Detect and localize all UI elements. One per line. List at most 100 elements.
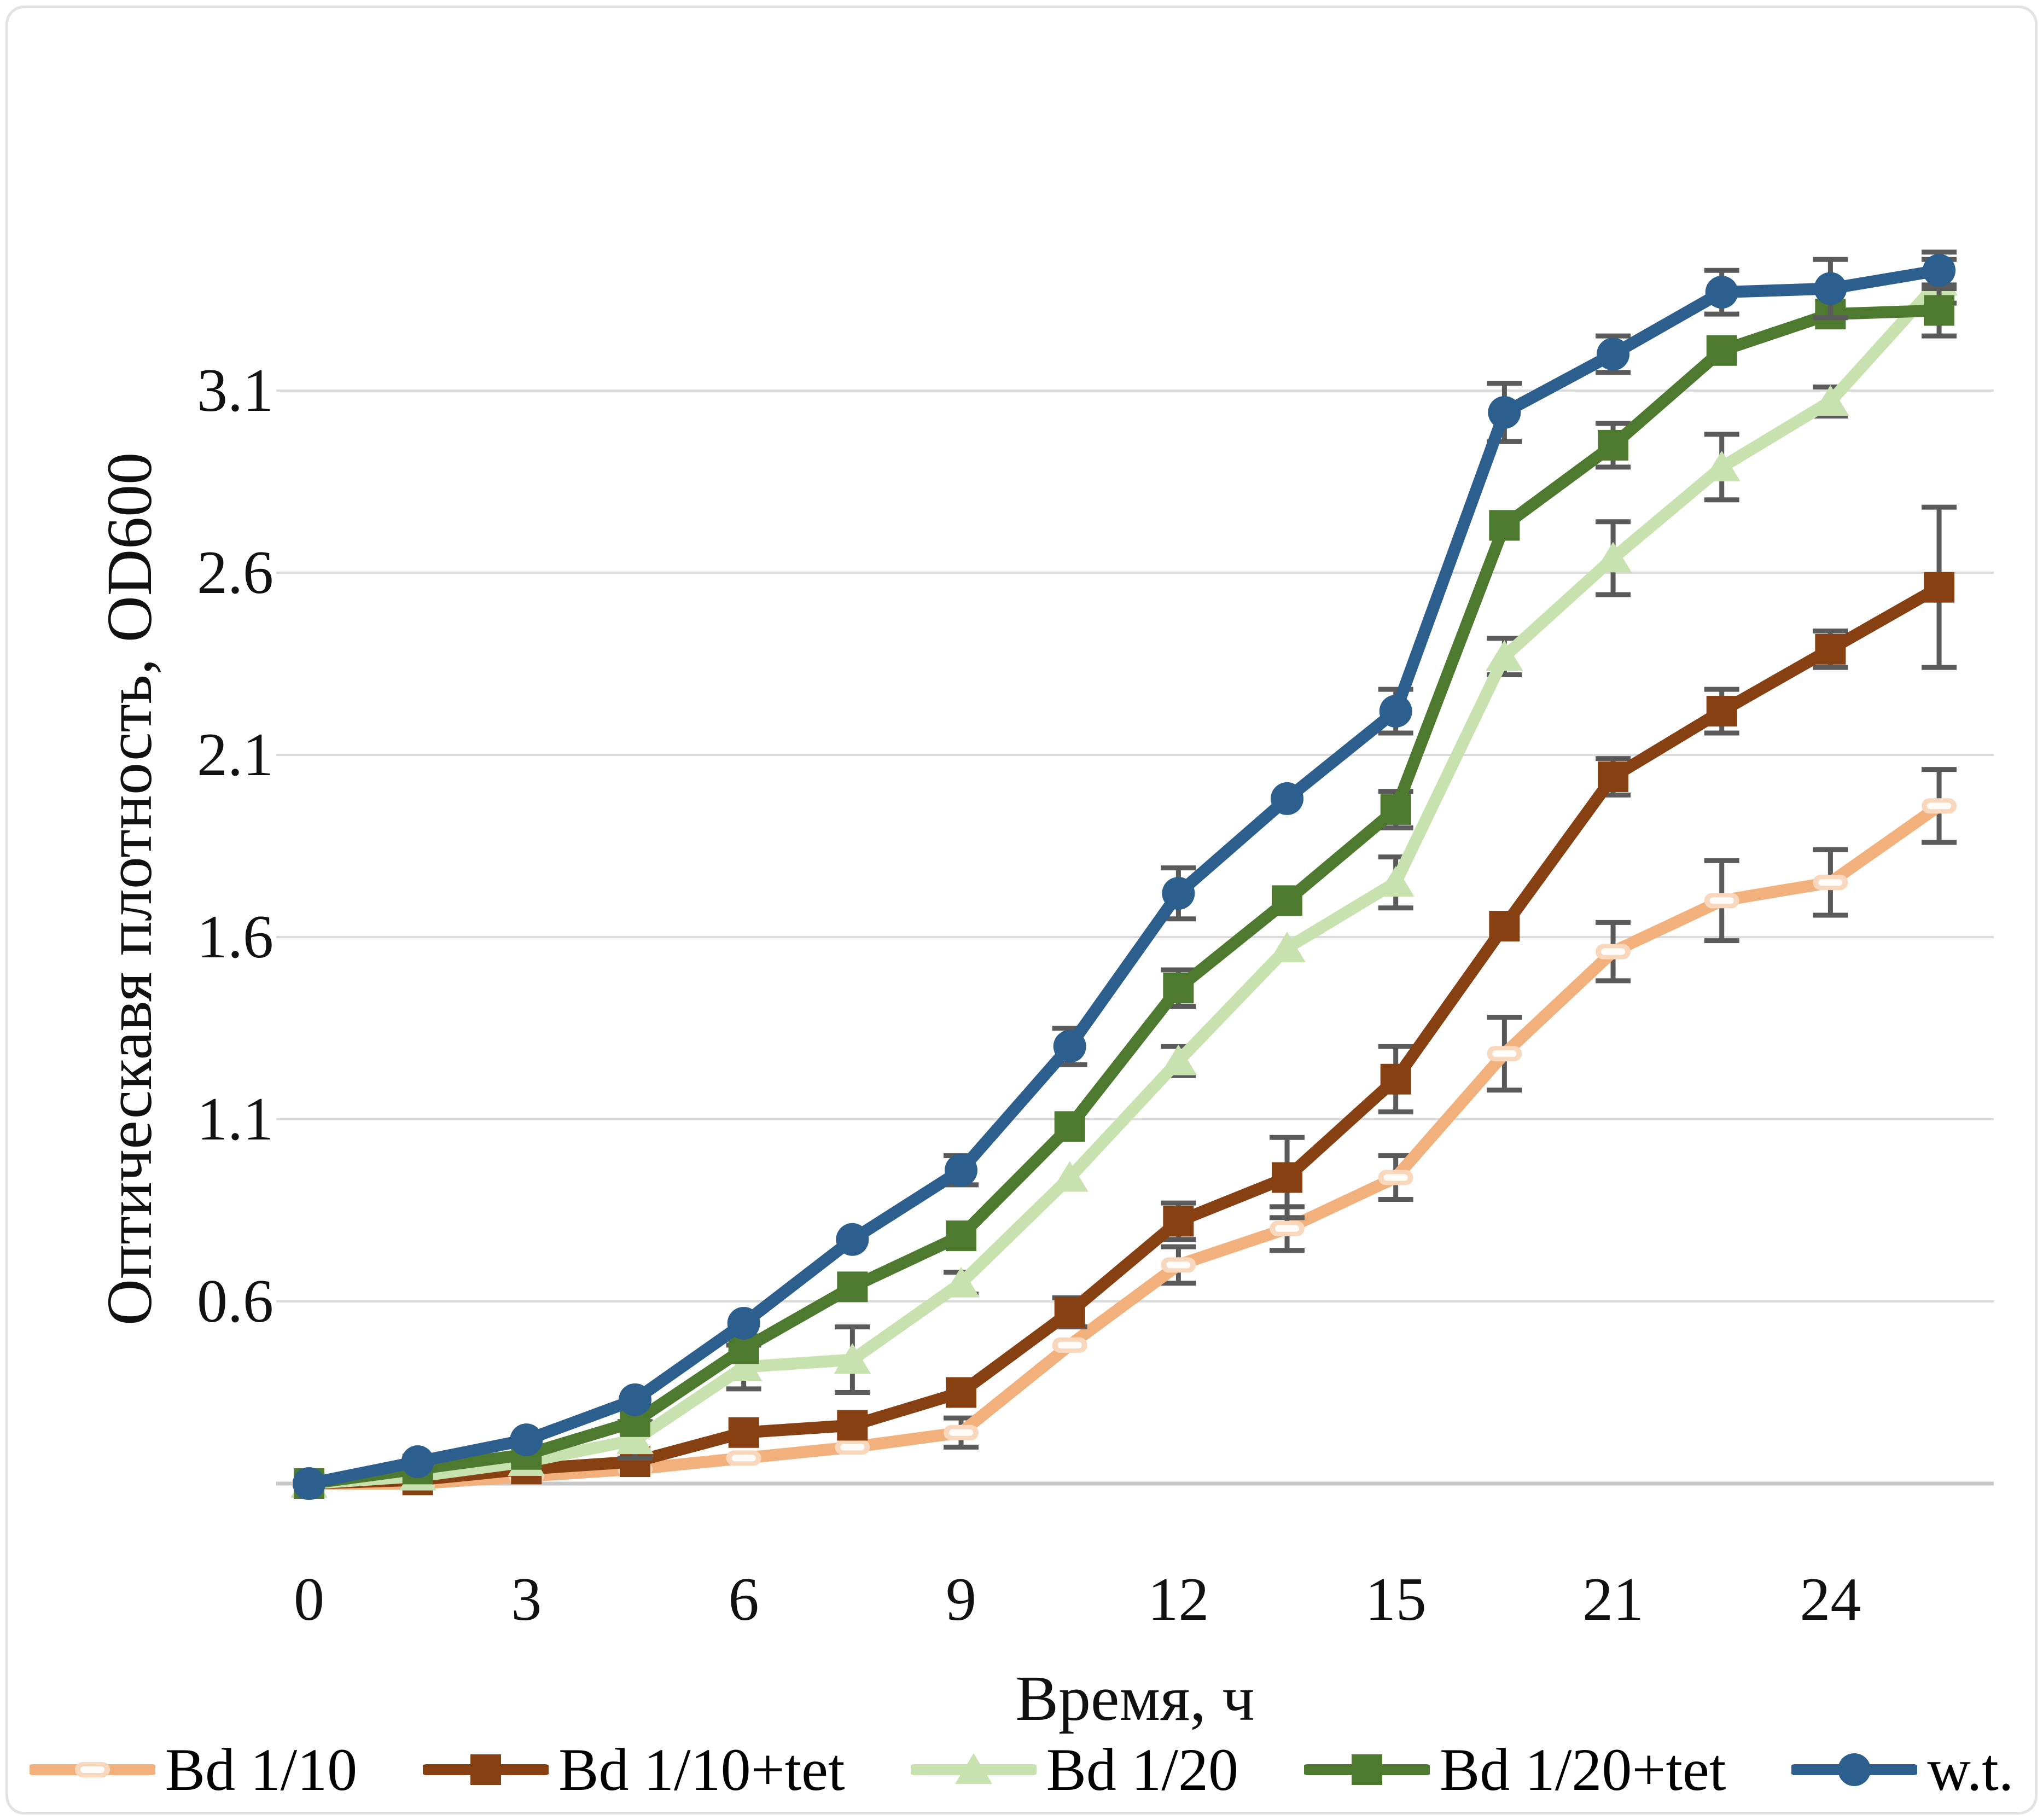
legend-item-bd-1-20: Bd 1/20 [910,1729,1238,1811]
series-marker-triangle [942,1266,980,1298]
y-axis-title: Оптическавя плотность, OD600 [94,452,165,1326]
x-tick-label: 15 [1365,1566,1427,1633]
series-marker-pill-dash [1166,1261,1191,1269]
legend-item-bd-1-10-tet: Bd 1/10+tet [423,1729,845,1811]
series-marker-circle [619,1383,652,1416]
y-tick-label: 2.1 [197,721,273,789]
legend-label: Bd 1/10 [165,1736,358,1803]
series-marker-square [1598,429,1629,461]
series-marker-square [1706,696,1737,727]
series-marker-square [837,1410,868,1441]
x-tick-label: 24 [1800,1566,1861,1633]
x-tick-label: 12 [1148,1566,1209,1633]
x-axis-title: Время, ч [1015,1662,1255,1734]
series-marker-square [1352,1754,1382,1785]
y-tick-label: 1.1 [197,1085,273,1153]
series-line [303,264,1946,1490]
series-marker-square [1598,761,1629,792]
series-marker-square [1924,295,1955,326]
y-tick-label: 0.6 [197,1267,273,1335]
series-marker-triangle [1051,1161,1089,1192]
legend-item-bd-1-10: Bd 1/10 [29,1729,358,1811]
series-line [303,800,1946,1490]
series-marker-triangle [1160,1044,1197,1075]
legend-label: Bd 1/20+tet [1440,1736,1726,1803]
series-marker-circle [401,1445,434,1479]
series-marker-square [946,1220,977,1252]
series-marker-pill-dash [731,1455,756,1462]
series-marker-square [1272,1162,1303,1193]
series-marker-square [1163,973,1194,1004]
series-marker-square [1706,335,1737,366]
legend-marker-circle-icon [1791,1753,1918,1786]
series-marker-square [1054,1296,1085,1328]
series-marker-circle [945,1154,978,1187]
series-marker-pill-dash [1927,803,1952,810]
series-bd-1-10 [292,767,1957,1491]
series-marker-triangle [1703,450,1741,481]
series-marker-square [1380,1063,1411,1095]
series-marker-circle [1838,1753,1871,1786]
series-marker-square [946,1377,977,1408]
x-tick-label: 21 [1582,1566,1644,1633]
series-marker-square [1924,572,1955,603]
legend: Bd 1/10 Bd 1/10+tet Bd 1/20 Bd 1/20+tet … [0,1723,2043,1816]
series-marker-triangle [1812,385,1849,416]
series-marker-circle [1162,877,1195,910]
series-bd-1-10-tet [294,504,1957,1499]
series-marker-pill-dash [949,1429,974,1436]
x-tick-label: 3 [511,1566,542,1633]
legend-item-bd-1-20-tet: Bd 1/20+tet [1304,1729,1726,1811]
legend-item-wt: w.t. [1791,1729,2013,1811]
series-marker-square [1489,510,1520,541]
series-marker-pill-dash [1275,1225,1300,1232]
series-marker-triangle [1268,931,1306,962]
series-bd-1-20-tet [294,282,1957,1499]
series-marker-square [1380,794,1411,825]
series-marker-triangle [834,1343,871,1374]
series-marker-circle [1923,254,1956,287]
series-marker-square [728,1417,759,1448]
x-tick-label: 9 [946,1566,977,1633]
series-marker-pill-dash [1601,948,1626,955]
series-marker-circle [293,1467,325,1500]
series-marker-triangle [1377,866,1415,897]
series-marker-circle [1053,1030,1086,1063]
legend-marker-triangle-icon [910,1753,1037,1784]
series-marker-pill-dash [1057,1341,1082,1348]
legend-marker-square-icon [423,1754,549,1785]
y-tick-label: 2.6 [197,539,273,607]
series-marker-pill-dash [1383,1174,1408,1181]
series-marker-pill-dash [80,1766,104,1773]
series-marker-square [1815,633,1846,665]
series-marker-square [1054,1111,1085,1142]
legend-label: Bd 1/10+tet [558,1736,845,1803]
series-marker-triangle [954,1753,992,1784]
series-marker-square [1163,1206,1194,1237]
series-w-t- [293,249,1957,1500]
series-marker-circle [1597,338,1630,371]
series-marker-pill-dash [840,1444,865,1451]
series-marker-square [470,1754,502,1785]
series-line [303,581,1946,1490]
series-marker-pill-dash [1709,897,1734,904]
legend-marker-dash-pill-icon [29,1762,155,1777]
series-marker-circle [1705,276,1738,309]
series-line [303,304,1946,1490]
y-tick-label: 1.6 [197,903,273,971]
series-marker-circle [1379,695,1412,728]
series-marker-circle [836,1223,869,1256]
series-marker-pill-dash [1492,1050,1517,1057]
legend-marker-square-icon [1304,1754,1430,1785]
series-marker-square [1489,911,1520,942]
series-marker-circle [1814,272,1847,305]
series-marker-triangle [1594,542,1632,573]
legend-label: Bd 1/20 [1046,1736,1238,1803]
series-marker-circle [727,1306,760,1340]
series-marker-pill-dash [1818,879,1843,886]
legend-label: w.t. [1927,1736,2014,1803]
series-marker-circle [1271,782,1304,815]
series-marker-square [1272,885,1303,916]
series-marker-triangle [725,1350,763,1381]
